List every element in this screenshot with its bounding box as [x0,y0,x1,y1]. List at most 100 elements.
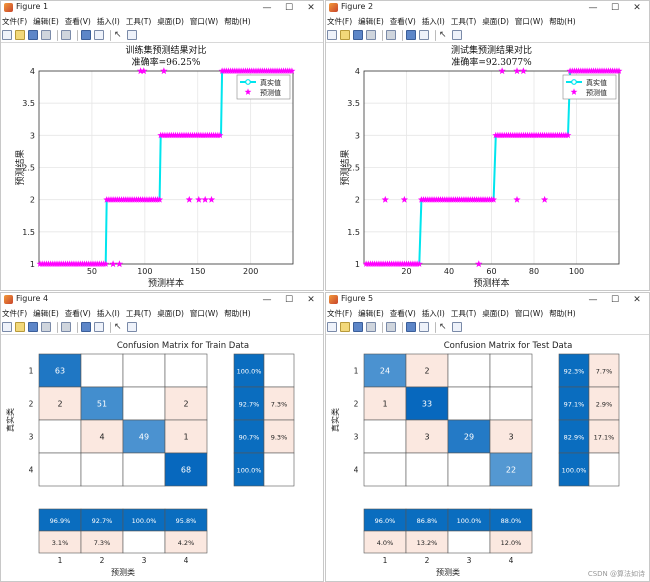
save-icon[interactable] [353,322,363,332]
print-icon[interactable] [41,322,51,332]
menu-edit[interactable]: 编辑(E) [358,17,384,26]
menu-view[interactable]: 查看(V) [64,309,91,318]
open-file-icon[interactable] [340,30,350,40]
menu-view[interactable]: 查看(V) [64,17,91,26]
menu-tools[interactable]: 工具(T) [450,17,477,26]
predicted-point [185,195,193,203]
menu-file[interactable]: 文件(F) [2,309,28,318]
link-plot-icon[interactable] [61,30,71,40]
maximize-button[interactable]: ☐ [284,3,294,13]
new-figure-icon[interactable] [2,30,12,40]
minimize-button[interactable]: — [262,295,272,305]
new-figure-icon[interactable] [327,322,337,332]
link-plot-icon[interactable] [386,322,396,332]
menu-tools[interactable]: 工具(T) [450,309,477,318]
menu-window[interactable]: 窗口(W) [514,309,544,318]
legend-icon[interactable] [419,322,429,332]
open-file-icon[interactable] [340,322,350,332]
close-button[interactable]: ✕ [633,3,641,13]
test-prediction-chart: 1 1.5 2 2.5 3 3.5 4 20 40 60 80 100 测试集预测结果对比准确率=92.… [339,44,623,289]
predicted-point [156,196,164,203]
link-plot-icon[interactable] [61,322,71,332]
property-inspector-icon[interactable] [452,322,462,332]
menu-desktop[interactable]: 桌面(D) [157,309,184,318]
save-icon[interactable] [28,30,38,40]
maximize-button[interactable]: ☐ [610,3,620,13]
legend-icon[interactable] [94,30,104,40]
menu-insert[interactable]: 插入(I) [96,309,120,318]
menu-desktop[interactable]: 桌面(D) [482,309,509,318]
matrix-cell [447,419,491,454]
menu-help[interactable]: 帮助(H) [224,17,251,26]
colorbar-icon[interactable] [406,30,416,40]
menu-file[interactable]: 文件(F) [2,17,28,26]
legend-icon[interactable] [94,322,104,332]
colorbar-icon[interactable] [406,322,416,332]
menu-insert[interactable]: 插入(I) [96,17,120,26]
matrix-cell [363,452,407,487]
new-figure-icon[interactable] [327,30,337,40]
toolbar: ↖ [326,320,649,335]
menu-bar: 文件(F) 编辑(E) 查看(V) 插入(I) 工具(T) 桌面(D) 窗口(W… [326,15,649,28]
menu-help[interactable]: 帮助(H) [224,309,251,318]
matrix-cell-value: 29 [464,433,474,442]
edit-plot-arrow-icon[interactable]: ↖ [439,30,447,40]
close-button[interactable]: ✕ [307,3,315,13]
menu-view[interactable]: 查看(V) [389,17,416,26]
menu-window[interactable]: 窗口(W) [514,17,544,26]
x-tick-label: 50 [87,267,97,276]
menu-edit[interactable]: 编辑(E) [358,309,384,318]
minimize-button[interactable]: — [588,295,598,305]
close-button[interactable]: ✕ [633,295,641,305]
matrix-cell [122,452,166,487]
edit-plot-arrow-icon[interactable]: ↖ [114,322,122,332]
print-icon[interactable] [41,30,51,40]
maximize-button[interactable]: ☐ [610,295,620,305]
print-icon[interactable] [366,30,376,40]
colorbar-icon[interactable] [81,30,91,40]
print-icon[interactable] [366,322,376,332]
property-inspector-icon[interactable] [127,30,137,40]
menu-insert[interactable]: 插入(I) [421,17,445,26]
save-icon[interactable] [353,30,363,40]
x-tick-label: 100 [569,267,584,276]
property-inspector-icon[interactable] [127,322,137,332]
save-icon[interactable] [28,322,38,332]
menu-help[interactable]: 帮助(H) [549,17,576,26]
link-plot-icon[interactable] [386,30,396,40]
new-figure-icon[interactable] [2,322,12,332]
maximize-button[interactable]: ☐ [284,295,294,305]
open-file-icon[interactable] [15,322,25,332]
menu-edit[interactable]: 编辑(E) [33,309,59,318]
menu-window[interactable]: 窗口(W) [189,17,219,26]
close-button[interactable]: ✕ [307,295,315,305]
x-tick-label: 60 [486,267,496,276]
property-inspector-icon[interactable] [452,30,462,40]
menu-edit[interactable]: 编辑(E) [33,17,59,26]
menu-window[interactable]: 窗口(W) [189,309,219,318]
x-axis-label: 预测类 [436,567,460,577]
colorbar-icon[interactable] [81,322,91,332]
menu-file[interactable]: 文件(F) [327,309,353,318]
menu-desktop[interactable]: 桌面(D) [157,17,184,26]
edit-plot-arrow-icon[interactable]: ↖ [439,322,447,332]
menu-tools[interactable]: 工具(T) [125,309,152,318]
edit-plot-arrow-icon[interactable]: ↖ [114,30,122,40]
row-summary-cell [588,386,620,421]
minimize-button[interactable]: — [262,3,272,13]
y-tick-label: 3 [30,131,35,140]
menu-tools[interactable]: 工具(T) [125,17,152,26]
menu-file[interactable]: 文件(F) [327,17,353,26]
menu-desktop[interactable]: 桌面(D) [482,17,509,26]
matrix-cell-value: 33 [422,400,432,409]
menu-insert[interactable]: 插入(I) [421,309,445,318]
minimize-button[interactable]: — [588,3,598,13]
menu-help[interactable]: 帮助(H) [549,309,576,318]
open-file-icon[interactable] [15,30,25,40]
toolbar-separator [382,29,383,41]
matlab-icon [329,3,338,12]
legend-icon[interactable] [419,30,429,40]
predicted-point [498,67,506,75]
menu-view[interactable]: 查看(V) [389,309,416,318]
row-class-label: 1 [354,367,359,376]
